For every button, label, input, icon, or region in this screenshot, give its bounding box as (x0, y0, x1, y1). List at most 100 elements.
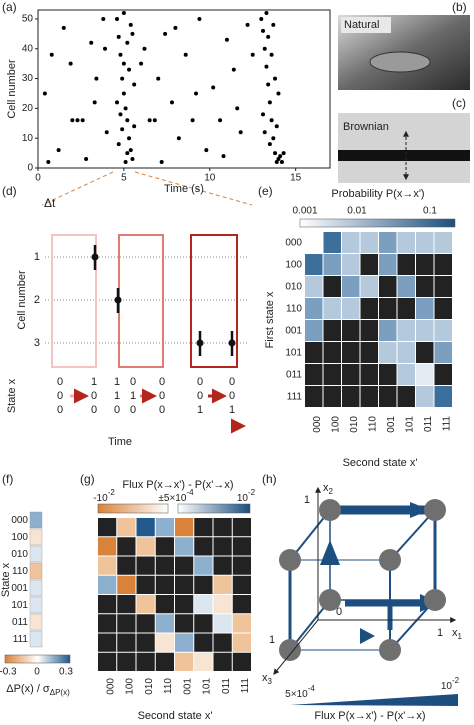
plot-frame (37, 9, 331, 169)
cube-axes (273, 486, 457, 675)
scale-label-base: 10 (441, 681, 453, 692)
spike (130, 157, 135, 162)
colorbar-label: -10-2 (93, 488, 115, 504)
heat-cell (342, 276, 360, 297)
spike (264, 10, 269, 15)
heat-cell (232, 595, 251, 614)
colorbar-label-base: -10 (93, 493, 108, 504)
state-bit: 1 (91, 376, 97, 388)
state-cell (29, 596, 43, 614)
heat-cell (175, 537, 194, 556)
spike (115, 16, 120, 21)
heat-cell (117, 556, 136, 575)
heat-cell (434, 342, 452, 363)
spike (204, 148, 209, 153)
colorbar (97, 503, 169, 514)
state-bit: 0 (197, 390, 203, 402)
col-label: 101 (202, 678, 213, 695)
colorbar-title: Probability P(x→x') (331, 188, 424, 200)
heat-cell (98, 595, 117, 614)
heat-cell (213, 595, 232, 614)
state-cell (29, 613, 43, 631)
heat-cell (194, 575, 213, 594)
spike (279, 160, 284, 165)
row-label: 110 (286, 304, 302, 315)
colorbar-label-sup: -4 (186, 488, 194, 497)
col-label: 110 (163, 678, 174, 694)
spike (245, 22, 250, 27)
heat-cell (360, 298, 378, 319)
spike (261, 28, 266, 33)
x-tick-label: 0 (35, 173, 41, 184)
y-tick-label: 30 (22, 73, 34, 84)
cell-tick: 1 (34, 251, 40, 263)
spike (61, 25, 66, 30)
heat-cell (136, 595, 155, 614)
colorbar (299, 218, 456, 228)
heat-cell (136, 614, 155, 633)
heat-cell (397, 298, 415, 319)
x-tick-label: 10 (204, 173, 216, 184)
axis-one: 1 (437, 627, 443, 639)
heat-cell (379, 364, 397, 385)
col-label: 001 (386, 416, 397, 433)
heat-cell (305, 364, 323, 385)
state-bit: 0 (91, 404, 97, 416)
state-bit: 0 (91, 390, 97, 402)
heat-cell (416, 364, 434, 385)
axis-label: x3 (262, 672, 273, 686)
spike (238, 130, 243, 135)
bar (338, 150, 470, 161)
colorbar-label: 0.3 (59, 667, 73, 678)
window (51, 234, 97, 368)
spike-dots (91, 253, 236, 347)
heat-cell (117, 575, 136, 594)
heat-cell (416, 298, 434, 319)
heat-cell (416, 342, 434, 363)
heat-cell (416, 386, 434, 407)
spike (128, 148, 133, 153)
axis-label-base: x (452, 627, 458, 639)
heat-cell (434, 276, 452, 297)
spike (211, 85, 216, 90)
panel-label: (b) (452, 0, 467, 14)
heat-cell (136, 575, 155, 594)
row-label: 111 (287, 392, 303, 403)
spike (132, 124, 137, 129)
colorbar-label-base: ±5×10 (158, 493, 186, 504)
spike (274, 160, 279, 165)
spike (194, 91, 199, 96)
heat-cell (232, 518, 251, 537)
spike (94, 76, 99, 81)
y-tick-label: 50 (22, 14, 34, 25)
state-cell (29, 511, 43, 529)
col-label: 000 (312, 416, 323, 433)
window (118, 234, 164, 368)
heat-cell (305, 232, 323, 253)
spike (121, 91, 126, 96)
heat-cell (342, 232, 360, 253)
spike (176, 136, 181, 141)
heat-cell (434, 386, 452, 407)
colorbar-label-sup: -2 (108, 488, 116, 497)
x-axis-label: Second state x' (138, 710, 213, 722)
heat-cell (117, 518, 136, 537)
heat-cell (360, 320, 378, 341)
spike (266, 34, 271, 39)
spike (56, 148, 61, 153)
scale-label-sup: -2 (452, 676, 460, 685)
cell-tick: 2 (34, 294, 40, 306)
colorbar-title-base: ΔP(x) / σ (6, 683, 50, 695)
zoom-line (41, 171, 114, 206)
spike (271, 22, 276, 27)
heat-cell (136, 556, 155, 575)
row-label: 100 (11, 532, 28, 543)
col-label: 010 (144, 678, 155, 695)
spike (42, 91, 47, 96)
spike (116, 142, 121, 147)
colorbar-label: -0.3 (0, 667, 17, 678)
heat-cell (360, 232, 378, 253)
heat-cell (323, 320, 341, 341)
spike (269, 118, 274, 123)
colorbar-title-sub: ΔP(x) (50, 688, 70, 697)
